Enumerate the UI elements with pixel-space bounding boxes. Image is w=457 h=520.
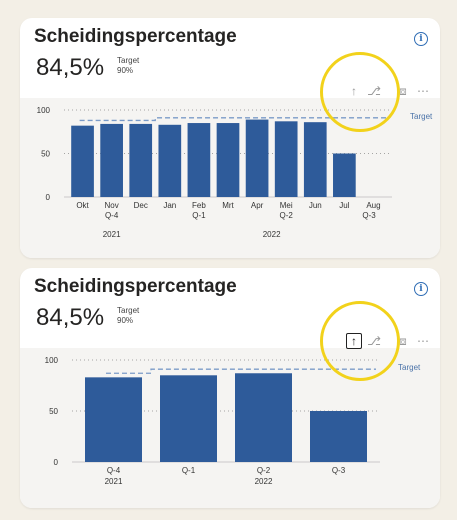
- kpi-value: 84,5%: [36, 54, 105, 81]
- bar[interactable]: [129, 123, 153, 197]
- card-title: Scheidingspercentage: [34, 26, 237, 47]
- bar-chart-monthly: 0 50 100 Target Okt Nov Dec Jan Feb Mrt Apr Mei Jun J…: [37, 106, 433, 239]
- y-tick-label: 0: [46, 193, 51, 202]
- info-icon[interactable]: i: [414, 282, 428, 296]
- x-tick-label: Mrt: [222, 201, 234, 210]
- quarter-label: Q-2: [280, 211, 294, 220]
- year-label: 2021: [105, 477, 123, 486]
- bar[interactable]: [71, 125, 94, 197]
- card-title: Scheidingspercentage: [34, 276, 237, 297]
- x-tick-label: Jun: [309, 201, 322, 210]
- quarter-label: Q-3: [362, 211, 376, 220]
- highlight-circle: [320, 52, 400, 132]
- x-tick-label: Q-1: [182, 466, 196, 475]
- x-tick-label: Dec: [134, 201, 148, 210]
- bar[interactable]: [187, 123, 211, 197]
- year-label: 2022: [263, 230, 281, 239]
- visual-card-month[interactable]: Scheidingspercentage i 84,5% Target 90% …: [20, 18, 440, 258]
- kpi-target-value: 90%: [117, 66, 134, 75]
- x-tick-label: Nov: [105, 201, 119, 210]
- x-tick-label: Jan: [163, 201, 176, 210]
- y-tick-label: 100: [37, 106, 51, 115]
- kpi-value: 84,5%: [36, 304, 105, 331]
- kpi-target-value: 90%: [117, 316, 134, 325]
- year-label: 2021: [103, 230, 121, 239]
- y-tick-label: 0: [54, 458, 59, 467]
- visual-card-quarter[interactable]: Scheidingspercentage i 84,5% Target 90% …: [20, 268, 440, 508]
- bar[interactable]: [235, 373, 292, 462]
- bar[interactable]: [245, 119, 269, 197]
- focus-mode-icon[interactable]: ⧈: [399, 334, 407, 348]
- x-tick-label: Apr: [251, 201, 264, 210]
- y-tick-label: 100: [45, 356, 59, 365]
- bar[interactable]: [216, 123, 240, 197]
- highlight-circle: [320, 301, 400, 381]
- bar[interactable]: [100, 123, 123, 197]
- target-line-label: Target: [410, 112, 433, 121]
- bar[interactable]: [158, 124, 182, 197]
- quarter-label: Q-4: [105, 211, 119, 220]
- x-tick-label: Q-2: [257, 466, 271, 475]
- year-label: 2022: [255, 477, 273, 486]
- more-options-icon[interactable]: ⋯: [417, 84, 429, 98]
- bar[interactable]: [310, 411, 367, 462]
- y-tick-label: 50: [49, 407, 58, 416]
- bar[interactable]: [333, 153, 356, 198]
- x-tick-label: Q-3: [332, 466, 346, 475]
- x-tick-label: Jul: [339, 201, 349, 210]
- target-line-label: Target: [398, 363, 421, 372]
- x-tick-label: Okt: [76, 201, 89, 210]
- kpi-target-label: Target: [117, 56, 140, 65]
- y-tick-label: 50: [41, 150, 50, 159]
- bar[interactable]: [160, 375, 217, 462]
- more-options-icon[interactable]: ⋯: [417, 334, 429, 348]
- info-icon[interactable]: i: [414, 32, 428, 46]
- bar[interactable]: [274, 121, 298, 197]
- bar[interactable]: [85, 377, 142, 462]
- kpi-target-label: Target: [117, 306, 140, 315]
- bar-chart-quarterly: 0 50 100 Target Q-4 Q-1 Q-2 Q-3 2021 2022: [45, 356, 421, 486]
- focus-mode-icon[interactable]: ⧈: [399, 84, 407, 98]
- x-tick-label: Q-4: [107, 466, 121, 475]
- x-tick-label: Aug: [366, 201, 380, 210]
- target-line: [106, 368, 376, 374]
- x-tick-label: Mei: [280, 201, 293, 210]
- x-tick-label: Feb: [192, 201, 206, 210]
- bar[interactable]: [303, 122, 327, 197]
- quarter-label: Q-1: [192, 211, 206, 220]
